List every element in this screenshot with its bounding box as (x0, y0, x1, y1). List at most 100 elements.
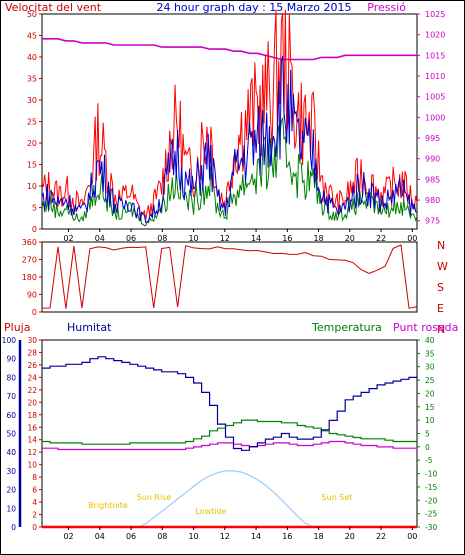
humidity-x-tick-label: 18 (313, 532, 323, 541)
wind-speed-tick-label: 30 (27, 96, 37, 105)
wind-x-tick-label: 20 (345, 234, 355, 243)
wind-x-tick-label: 10 (188, 234, 198, 243)
wind-panel-series (41, 9, 418, 227)
humidity-tick-label: 90 (6, 355, 16, 364)
temperature-tick-label: 5 (425, 430, 430, 439)
humidity-axis: 0 10 20 30 40 50 60 70 80 90 100 (2, 336, 22, 532)
direction-axis: 0 90 180 270 360 (22, 238, 42, 317)
rain-tick-label: 28 (27, 348, 37, 357)
pressure-tick-label: 1005 (425, 93, 445, 102)
temperature-tick-label: 15 (425, 403, 435, 412)
rain-tick-label: 14 (27, 436, 37, 445)
sun-event-labels: Brightnite Sun Rise Lowtide Sun Set (88, 493, 352, 516)
direction-tick-label: 0 (32, 308, 37, 317)
humidity-tick-label: 100 (2, 336, 17, 345)
wind-x-tick-label: 22 (376, 234, 386, 243)
wind-speed-axis: 0 5 10 15 20 25 30 35 40 45 50 (27, 10, 42, 234)
series-velocitat-del-vent (41, 9, 418, 221)
direction-tick-label: 180 (22, 273, 37, 282)
pressure-tick-label: 1020 (425, 31, 445, 40)
pressure-tick-label: 985 (425, 175, 440, 184)
humidity-x-tick-label: 12 (220, 532, 230, 541)
wind-x-tick-label: 04 (95, 234, 105, 243)
humidity-label: Humitat (67, 321, 112, 334)
rain-tick-label: 26 (27, 361, 37, 370)
rain-tick-label: 22 (27, 386, 37, 395)
pressure-label: Pressió (367, 1, 406, 14)
chart-title: 24 hour graph day : 15 Marzo 2015 (156, 1, 351, 14)
humidity-tick-label: 10 (6, 504, 16, 513)
compass-e-label: E (437, 302, 444, 315)
wind-x-tick-label: 02 (63, 234, 73, 243)
humidity-x-tick-label: 16 (282, 532, 292, 541)
dew-point-label: Punt rosada (393, 321, 458, 334)
temperature-tick-label: -30 (425, 523, 437, 532)
humidity-tick-label: 30 (6, 467, 16, 476)
wind-speed-tick-label: 15 (27, 161, 37, 170)
temperature-tick-label: 40 (425, 336, 435, 345)
rain-tick-label: 18 (27, 411, 37, 420)
rain-label: Pluja (4, 321, 30, 334)
pressure-tick-label: 980 (425, 196, 440, 205)
wind-x-tick-label: 16 (282, 234, 292, 243)
series-wind-direction (41, 244, 418, 309)
sun-set-label: Sun Set (322, 493, 353, 502)
wind-speed-tick-label: 10 (27, 182, 37, 191)
wind-speed-tick-label: 25 (27, 118, 37, 127)
rain-tick-label: 10 (27, 461, 37, 470)
wind-x-tick-label: 14 (251, 234, 261, 243)
pressure-tick-label: 975 (425, 217, 440, 226)
pressure-tick-label: 1015 (425, 51, 445, 60)
wind-speed-label: Velocitat del vent (5, 1, 102, 14)
humidity-x-tick-label: 08 (157, 532, 167, 541)
compass-s-label: S (437, 281, 444, 294)
wind-speed-tick-label: 20 (27, 139, 37, 148)
series-pressi- (42, 38, 417, 61)
temperature-tick-label: 25 (425, 376, 435, 385)
wind-panel-x-axis: 02 04 06 08 10 12 14 16 18 20 22 00 (63, 229, 417, 243)
compass-w-label: W (437, 260, 448, 273)
wind-speed-tick-label: 50 (27, 10, 37, 19)
rain-tick-label: 0 (32, 523, 37, 532)
rain-tick-label: 2 (32, 511, 37, 520)
humidity-panel-x-axis: 02 04 06 08 10 12 14 16 18 20 22 00 (63, 527, 417, 541)
temperature-tick-label: 0 (425, 443, 430, 452)
wind-x-tick-label: 18 (313, 234, 323, 243)
rain-tick-label: 20 (27, 398, 37, 407)
rain-tick-label: 30 (27, 336, 37, 345)
humidity-tick-label: 0 (11, 523, 16, 532)
wind-x-tick-label: 08 (157, 234, 167, 243)
humidity-x-tick-label: 00 (407, 532, 417, 541)
lowtide-label: Lowtide (195, 507, 226, 516)
rain-tick-label: 4 (32, 498, 37, 507)
humidity-tick-label: 60 (6, 411, 16, 420)
sun-rise-label: Sun Rise (137, 493, 172, 502)
humidity-tick-label: 70 (6, 392, 16, 401)
temperature-label: Temperatura (311, 321, 382, 334)
wind-speed-tick-label: 40 (27, 53, 37, 62)
humidity-x-tick-label: 06 (126, 532, 136, 541)
temperature-tick-label: -5 (425, 456, 433, 465)
humidity-x-tick-label: 22 (376, 532, 386, 541)
humidity-x-tick-label: 02 (63, 532, 73, 541)
brightnight-label: Brightnite (88, 501, 128, 510)
compass-n-label: N (437, 323, 445, 336)
humidity-tick-label: 40 (6, 448, 16, 457)
series-humitat (42, 356, 418, 451)
humidity-x-tick-label: 20 (345, 532, 355, 541)
temperature-tick-label: -15 (425, 483, 437, 492)
wind-speed-tick-label: 45 (27, 32, 37, 41)
rain-tick-label: 16 (27, 423, 37, 432)
direction-tick-label: 270 (22, 256, 37, 265)
temperature-tick-label: 20 (425, 389, 435, 398)
rain-tick-label: 8 (32, 473, 37, 482)
direction-tick-label: 90 (27, 291, 37, 300)
temperature-axis: -30 -25 -20 -15 -10 -5 0 5 10 15 20 25 30 35 40 (417, 336, 437, 532)
humidity-x-tick-label: 10 (188, 532, 198, 541)
wind-x-tick-label: 00 (407, 234, 417, 243)
humidity-tick-label: 20 (6, 486, 16, 495)
pressure-tick-label: 990 (425, 155, 440, 164)
series-temperatura (42, 419, 417, 445)
